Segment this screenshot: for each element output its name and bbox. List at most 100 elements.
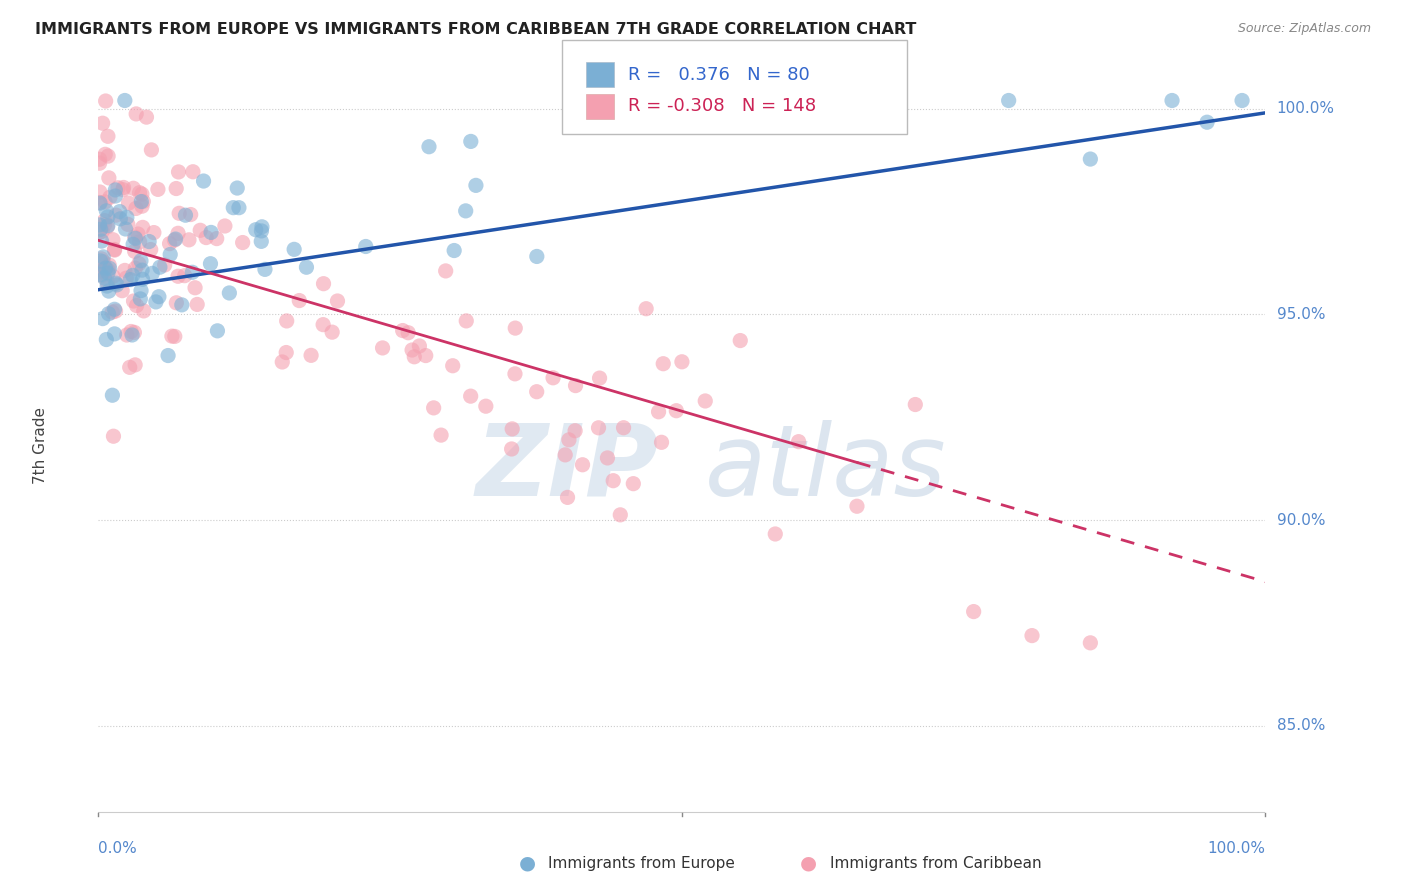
Point: [250, 219, 273, 234]
Point: [98, 258, 121, 272]
Point: [107, 181, 129, 195]
Point: [131, 220, 153, 235]
Point: [108, 204, 131, 219]
Text: 100.0%: 100.0%: [1277, 101, 1334, 116]
Point: [91, 250, 114, 264]
Point: [89, 195, 111, 210]
Point: [1161, 94, 1184, 108]
Point: [652, 357, 675, 371]
Point: [129, 284, 152, 298]
Point: [1195, 115, 1218, 129]
Point: [271, 355, 294, 369]
Point: [96, 203, 118, 218]
Point: [184, 281, 207, 295]
Point: [177, 233, 200, 247]
Point: [157, 349, 180, 363]
Point: [174, 208, 197, 222]
Point: [554, 448, 576, 462]
Point: [165, 295, 187, 310]
Point: [596, 450, 619, 465]
Point: [94, 261, 117, 276]
Point: [200, 257, 222, 271]
Point: [326, 293, 349, 308]
Point: [415, 349, 437, 363]
Point: [1021, 629, 1043, 643]
Point: [97, 284, 120, 298]
Text: ●: ●: [519, 854, 536, 873]
Point: [128, 235, 150, 249]
Point: [94, 260, 117, 275]
Text: ●: ●: [800, 854, 817, 873]
Point: [460, 389, 482, 403]
Point: [114, 94, 136, 108]
Point: [122, 237, 145, 252]
Point: [101, 233, 124, 247]
Point: [97, 219, 120, 233]
Point: [120, 272, 142, 286]
Text: R = -0.308   N = 148: R = -0.308 N = 148: [628, 97, 817, 115]
Point: [354, 239, 377, 253]
Point: [422, 401, 444, 415]
Point: [104, 304, 127, 318]
Point: [132, 194, 155, 209]
Point: [142, 226, 165, 240]
Point: [129, 292, 152, 306]
Point: [295, 260, 318, 275]
Point: [115, 271, 138, 285]
Point: [90, 234, 112, 248]
Point: [141, 267, 163, 281]
Point: [145, 294, 167, 309]
Point: [89, 225, 111, 239]
Point: [557, 491, 579, 505]
Point: [149, 260, 172, 275]
Point: [90, 268, 112, 282]
Point: [418, 139, 440, 153]
Point: [207, 324, 229, 338]
Point: [396, 326, 419, 340]
Point: [139, 243, 162, 257]
Point: [526, 249, 548, 263]
Text: atlas: atlas: [706, 420, 946, 516]
Point: [245, 223, 267, 237]
Point: [103, 326, 125, 341]
Point: [97, 266, 120, 280]
Point: [186, 297, 208, 311]
Point: [96, 333, 118, 347]
Text: Source: ZipAtlas.com: Source: ZipAtlas.com: [1237, 22, 1371, 36]
Point: [250, 224, 273, 238]
Point: [456, 314, 478, 328]
Text: 90.0%: 90.0%: [1277, 513, 1324, 527]
Point: [89, 218, 111, 232]
Point: [120, 325, 142, 339]
Point: [124, 230, 146, 244]
Point: [111, 284, 134, 298]
Point: [283, 243, 305, 257]
Point: [787, 434, 810, 449]
Point: [665, 403, 688, 417]
Point: [200, 226, 222, 240]
Point: [443, 244, 465, 258]
Point: [1230, 94, 1253, 108]
Point: [131, 194, 153, 209]
Point: [501, 442, 523, 456]
Point: [138, 235, 160, 249]
Point: [117, 218, 139, 232]
Point: [613, 421, 636, 435]
Point: [588, 421, 610, 435]
Point: [93, 213, 115, 227]
Point: [602, 474, 624, 488]
Point: [253, 262, 276, 277]
Point: [181, 165, 204, 179]
Point: [98, 261, 121, 276]
Point: [541, 371, 564, 385]
Point: [647, 405, 669, 419]
Point: [112, 180, 135, 194]
Point: [132, 304, 155, 318]
Text: 0.0%: 0.0%: [98, 841, 138, 856]
Point: [115, 328, 138, 343]
Point: [98, 190, 121, 204]
Point: [141, 143, 163, 157]
Point: [103, 243, 125, 257]
Point: [128, 257, 150, 271]
Point: [124, 358, 146, 372]
